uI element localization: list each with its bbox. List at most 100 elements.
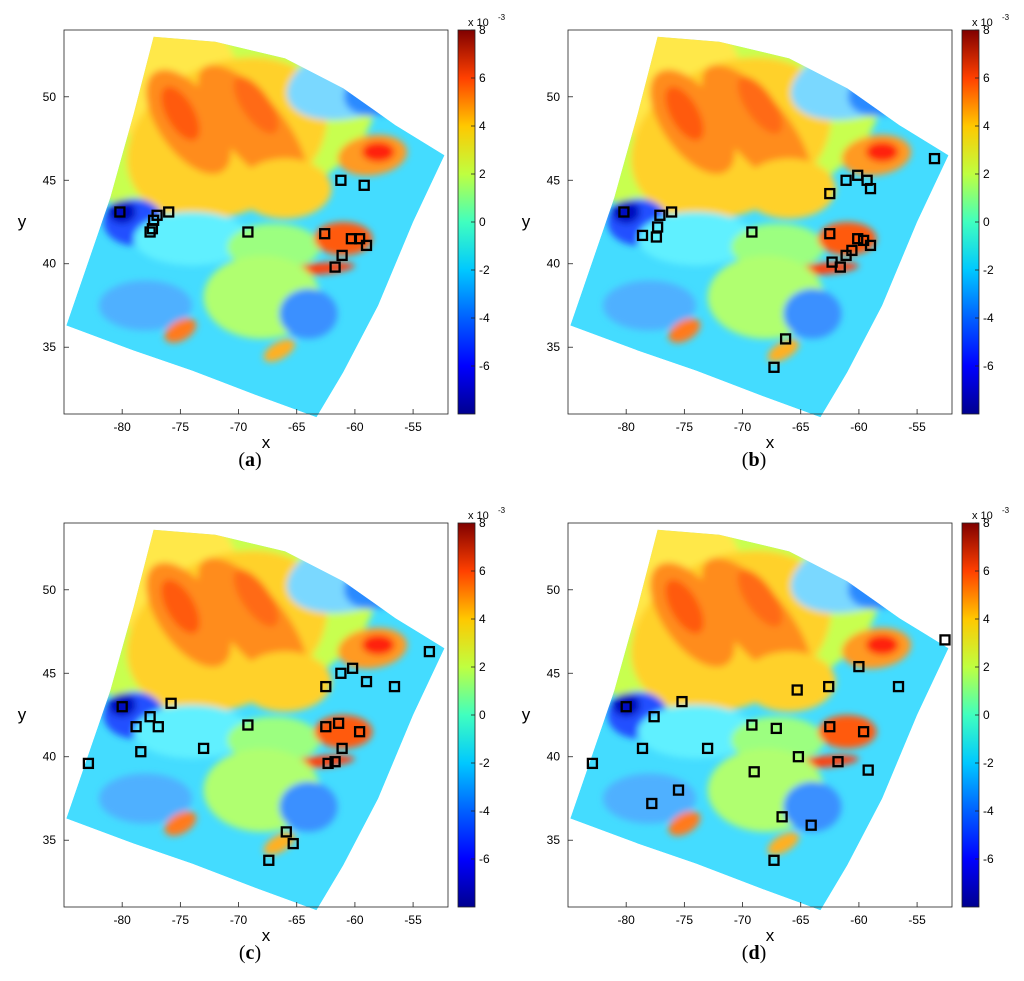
station-marker xyxy=(322,757,334,770)
station-marker xyxy=(857,726,870,738)
colorbar-tick-label: -2 xyxy=(479,756,490,770)
y-axis-label: y xyxy=(18,705,27,724)
colorbar-tick-label: 4 xyxy=(983,612,990,626)
plot-frame xyxy=(63,522,449,908)
x-tick-label: -75 xyxy=(172,420,190,434)
y-tick-label: 45 xyxy=(43,173,57,187)
y-tick-label: 45 xyxy=(43,666,57,680)
station-marker xyxy=(832,756,844,768)
station-marker xyxy=(852,233,864,245)
x-tick-label: -65 xyxy=(288,420,306,434)
plot-frame xyxy=(567,29,953,415)
colorbar-tick-label: 0 xyxy=(983,708,990,722)
station-marker xyxy=(146,223,159,235)
colorbar-multiplier: x 10 xyxy=(972,510,993,522)
panel-b: -80 -75 -70 -65 -60 -55 35 40 45 50 x y 8 6 4 2 0 -2 -4 -6 x… xyxy=(522,13,1010,471)
x-axis-label: x xyxy=(262,926,271,945)
station-marker xyxy=(151,209,163,221)
station-marker xyxy=(336,249,348,262)
y-tick-label: 40 xyxy=(547,257,561,271)
colorbar-tick-label: 2 xyxy=(479,660,486,674)
station-marker xyxy=(928,152,941,165)
station-marker xyxy=(840,249,852,262)
station-marker xyxy=(144,226,156,238)
y-axis-label: y xyxy=(522,705,531,724)
station-marker xyxy=(654,209,666,221)
station-marker xyxy=(792,751,805,763)
station-marker xyxy=(791,684,803,696)
station-marker xyxy=(353,726,366,738)
x-tick-label: -60 xyxy=(346,420,364,434)
station-marker xyxy=(776,811,788,823)
station-marker xyxy=(824,187,836,200)
station-marker xyxy=(646,797,658,810)
panel-label: (b) xyxy=(742,449,766,471)
x-tick-label: -70 xyxy=(734,913,752,927)
y-tick-label: 45 xyxy=(547,173,561,187)
station-marker xyxy=(676,695,688,708)
colorbar-tick-label: 6 xyxy=(983,71,990,85)
station-marker xyxy=(320,721,332,733)
station-marker xyxy=(116,701,128,713)
colorbar-exponent: -3 xyxy=(1002,13,1010,22)
station-marker xyxy=(358,179,370,191)
colorbar-multiplier: x 10 xyxy=(972,17,993,29)
station-marker xyxy=(152,721,164,733)
x-tick-label: -55 xyxy=(908,420,926,434)
station-marker xyxy=(768,854,780,866)
station-marker xyxy=(748,766,760,778)
station-marker xyxy=(864,239,877,252)
station-marker xyxy=(332,717,345,729)
station-marker xyxy=(320,680,332,693)
station-marker xyxy=(242,719,254,731)
station-marker xyxy=(636,742,649,755)
station-marker xyxy=(114,206,126,218)
x-tick-label: -70 xyxy=(734,420,752,434)
colorbar-tick-label: 8 xyxy=(479,516,486,530)
x-tick-label: -70 xyxy=(230,913,248,927)
colorbar-tick-label: -2 xyxy=(983,263,994,277)
x-tick-label: -65 xyxy=(792,420,810,434)
panel-c: -80 -75 -70 -65 -60 -55 35 40 45 50 x y 8 6 4 2 0 -2 -4 -6 x… xyxy=(18,506,506,964)
colorbar-tick-label: -6 xyxy=(479,359,490,373)
station-marker xyxy=(360,675,373,688)
station-marker xyxy=(834,261,846,273)
station-marker xyxy=(701,742,714,755)
station-marker xyxy=(197,742,210,755)
x-axis-label: x xyxy=(262,433,271,452)
x-tick-label: -80 xyxy=(114,420,132,434)
colorbar-tick-label: 4 xyxy=(983,119,990,133)
x-tick-label: -55 xyxy=(908,913,926,927)
station-marker xyxy=(768,361,780,373)
x-tick-label: -65 xyxy=(288,913,306,927)
station-marker xyxy=(263,854,275,866)
station-marker xyxy=(82,757,95,770)
station-marker xyxy=(853,660,865,673)
station-marker xyxy=(651,221,664,233)
colorbar-exponent: -3 xyxy=(498,13,506,22)
station-marker xyxy=(280,826,292,838)
station-marker xyxy=(823,680,835,693)
station-marker xyxy=(135,746,147,758)
station-marker xyxy=(672,784,685,796)
plot-frame xyxy=(567,522,953,908)
y-tick-label: 50 xyxy=(547,583,561,597)
contour-field xyxy=(570,529,949,911)
colorbar-tick-label: -4 xyxy=(479,311,490,325)
station-marker xyxy=(388,680,401,693)
y-tick-label: 50 xyxy=(547,90,561,104)
station-marker xyxy=(353,233,366,245)
panel-label: (a) xyxy=(238,449,261,471)
colorbar-tick-label: -6 xyxy=(479,852,490,866)
colorbar-multiplier: x 10 xyxy=(468,17,489,29)
station-marker xyxy=(335,174,347,186)
station-marker xyxy=(586,757,599,770)
y-tick-label: 40 xyxy=(547,750,561,764)
x-tick-label: -60 xyxy=(850,420,868,434)
x-tick-label: -55 xyxy=(404,913,422,927)
colorbar-tick-label: -2 xyxy=(479,263,490,277)
station-marker xyxy=(779,333,792,345)
x-tick-label: -60 xyxy=(346,913,364,927)
station-marker xyxy=(864,182,877,195)
